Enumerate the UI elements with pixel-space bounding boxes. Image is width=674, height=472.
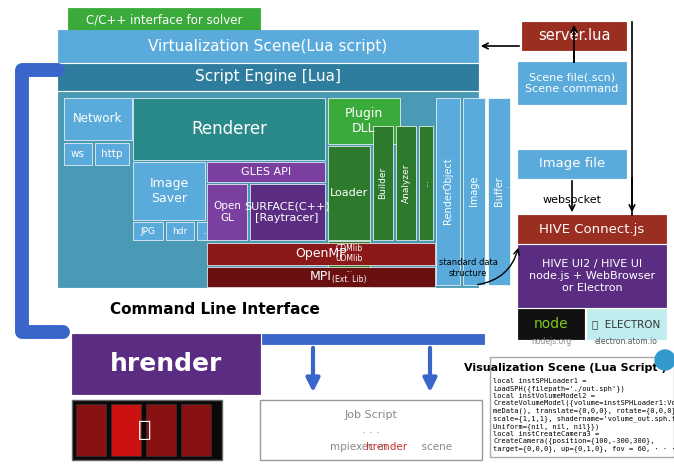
Text: 京: 京 bbox=[138, 420, 152, 440]
Bar bbox=[207, 267, 435, 287]
Bar bbox=[488, 98, 510, 285]
Bar bbox=[133, 162, 205, 220]
Bar bbox=[463, 98, 485, 285]
Text: hrender: hrender bbox=[110, 352, 222, 376]
Text: GLES API: GLES API bbox=[241, 167, 291, 177]
Bar bbox=[328, 241, 370, 287]
Bar bbox=[197, 222, 213, 240]
Text: Image
Saver: Image Saver bbox=[150, 177, 189, 205]
Text: Network: Network bbox=[73, 112, 123, 126]
Text: websocket: websocket bbox=[543, 195, 601, 205]
Bar bbox=[68, 8, 260, 32]
Bar bbox=[64, 98, 132, 140]
Text: Open
GL: Open GL bbox=[213, 201, 241, 223]
Bar bbox=[58, 92, 478, 287]
Text: standard data
structure: standard data structure bbox=[439, 258, 497, 278]
Bar bbox=[207, 243, 435, 265]
Text: Command Line Interface: Command Line Interface bbox=[110, 303, 320, 318]
Text: ...: ... bbox=[421, 179, 431, 187]
Circle shape bbox=[655, 350, 674, 370]
Text: hdr: hdr bbox=[173, 227, 187, 236]
Text: server.lua: server.lua bbox=[538, 28, 610, 43]
Bar bbox=[133, 222, 163, 240]
Text: node: node bbox=[534, 317, 568, 331]
Bar bbox=[207, 184, 247, 240]
Text: JPG: JPG bbox=[140, 227, 156, 236]
Bar bbox=[64, 143, 92, 165]
Bar bbox=[166, 222, 194, 240]
Text: C/C++ interface for solver: C/C++ interface for solver bbox=[86, 14, 242, 26]
Bar bbox=[250, 184, 325, 240]
Text: hrender: hrender bbox=[367, 442, 408, 452]
Text: RenderObject: RenderObject bbox=[443, 158, 453, 224]
Bar bbox=[181, 404, 211, 456]
Bar bbox=[111, 404, 141, 456]
Bar bbox=[518, 62, 626, 104]
Text: scene: scene bbox=[415, 442, 452, 452]
Bar bbox=[58, 30, 478, 62]
Bar bbox=[95, 143, 129, 165]
Text: OpenMP: OpenMP bbox=[295, 247, 347, 261]
Text: ...: ... bbox=[506, 180, 516, 190]
Text: Visualization Scene (Lua Script ): Visualization Scene (Lua Script ) bbox=[464, 363, 667, 373]
Text: mpiexec -n ···: mpiexec -n ··· bbox=[330, 442, 407, 452]
Bar bbox=[518, 245, 666, 307]
Bar bbox=[260, 400, 482, 460]
Bar bbox=[146, 404, 176, 456]
Text: HIVE Connect.js: HIVE Connect.js bbox=[539, 222, 644, 236]
Text: Builder: Builder bbox=[379, 167, 388, 199]
Bar bbox=[207, 162, 325, 182]
Text: Scene file(.scn)
Scene command: Scene file(.scn) Scene command bbox=[525, 72, 619, 94]
Bar bbox=[328, 146, 370, 240]
Text: Loader: Loader bbox=[330, 188, 368, 198]
Bar bbox=[262, 334, 484, 344]
Bar bbox=[72, 400, 222, 460]
Text: ws: ws bbox=[71, 149, 85, 159]
Text: CDMlib
UDMlib
...
(Ext. Lib): CDMlib UDMlib ... (Ext. Lib) bbox=[332, 244, 366, 284]
Text: electron.atom.io: electron.atom.io bbox=[594, 337, 657, 346]
Text: Job Script: Job Script bbox=[344, 410, 398, 420]
Bar bbox=[419, 126, 433, 240]
Bar bbox=[518, 309, 584, 339]
Text: SURFACE(C++)
[Raytracer]: SURFACE(C++) [Raytracer] bbox=[244, 201, 330, 223]
Text: Analyzer: Analyzer bbox=[402, 163, 410, 203]
Text: Renderer: Renderer bbox=[191, 120, 267, 138]
Bar bbox=[490, 357, 674, 457]
Text: ..: .. bbox=[202, 227, 208, 236]
Bar bbox=[396, 126, 416, 240]
Text: Virtualization Scene(Lua script): Virtualization Scene(Lua script) bbox=[148, 39, 388, 53]
Text: MPI: MPI bbox=[310, 270, 332, 284]
Bar bbox=[373, 126, 393, 240]
Bar bbox=[76, 404, 106, 456]
Bar bbox=[587, 309, 666, 339]
Text: HIVE UI2 / HIVE UI
node.js + WebBrowser
or Electron: HIVE UI2 / HIVE UI node.js + WebBrowser … bbox=[529, 260, 655, 293]
Text: Plugin
DLL: Plugin DLL bbox=[345, 107, 383, 135]
Text: Image file: Image file bbox=[539, 158, 605, 170]
Text: Ⓡ  ELECTRON: Ⓡ ELECTRON bbox=[592, 319, 660, 329]
Bar bbox=[522, 22, 626, 50]
Text: local instSPHLoader1 =
LoadSPH({filepath='./out.sph'})
local instVolumeModel2 =
: local instSPHLoader1 = LoadSPH({filepath… bbox=[493, 378, 674, 452]
Bar bbox=[518, 215, 666, 243]
Bar bbox=[133, 98, 325, 160]
Bar bbox=[518, 150, 626, 178]
Text: http: http bbox=[101, 149, 123, 159]
Text: LUA: LUA bbox=[658, 357, 672, 362]
Text: Image: Image bbox=[469, 176, 479, 206]
Bar bbox=[72, 334, 260, 394]
Bar bbox=[58, 64, 478, 90]
Text: Script Engine [Lua]: Script Engine [Lua] bbox=[195, 69, 341, 84]
Text: nodejs.org: nodejs.org bbox=[531, 337, 571, 346]
Bar bbox=[328, 98, 400, 144]
Text: . . .: . . . bbox=[362, 425, 380, 435]
Text: Buffer: Buffer bbox=[494, 176, 504, 206]
Bar bbox=[436, 98, 460, 285]
